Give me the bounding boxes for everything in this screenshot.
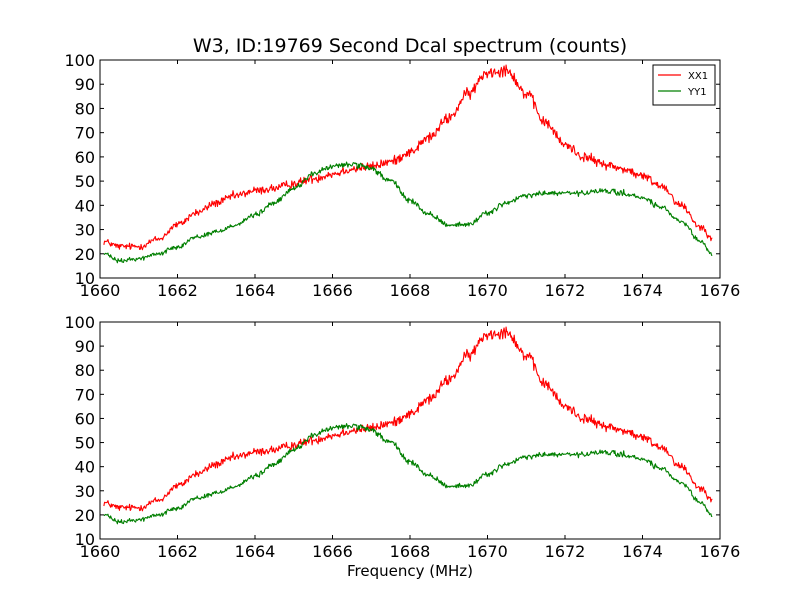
series-line-series-0 [103, 326, 713, 512]
x-tick-label: 1668 [390, 281, 431, 300]
y-tick-label: 60 [75, 148, 95, 167]
y-tick-label: 100 [64, 51, 95, 70]
x-tick-label: 1664 [235, 281, 276, 300]
series-line-yy1 [103, 161, 713, 264]
x-tick-label: 1660 [80, 542, 121, 561]
y-tick-label: 10 [75, 530, 95, 549]
y-tick-label: 50 [75, 434, 95, 453]
y-tick-label: 40 [75, 458, 95, 477]
legend-label-yy1: YY1 [687, 87, 707, 98]
axes-frame [99, 321, 721, 540]
y-tick-label: 100 [64, 313, 95, 332]
y-tick-label: 90 [75, 75, 95, 94]
x-axis-label: Frequency (MHz) [347, 562, 473, 580]
y-tick-label: 10 [75, 269, 95, 288]
x-tick-label: 1662 [157, 542, 198, 561]
x-tick-label: 1674 [622, 542, 663, 561]
y-tick-label: 30 [75, 482, 95, 501]
x-tick-label: 1670 [467, 542, 508, 561]
x-tick-label: 1666 [312, 281, 353, 300]
y-tick-label: 30 [75, 221, 95, 240]
x-tick-label: 1670 [467, 281, 508, 300]
x-tick-label: 1666 [312, 542, 353, 561]
x-tick-label: 1676 [700, 542, 741, 561]
chart-title: W3, ID:19769 Second Dcal spectrum (count… [193, 35, 627, 57]
axes-frame [99, 59, 721, 279]
x-tick-label: 1672 [545, 542, 586, 561]
y-tick-label: 20 [75, 506, 95, 525]
y-tick-label: 60 [75, 409, 95, 428]
y-tick-label: 80 [75, 361, 95, 380]
legend-box [652, 64, 716, 106]
top-spectrum-panel: 1660 1662 1664 1666 1668 1670 1672 1674 1676 10 20… [64, 35, 740, 300]
x-tick-label: 1672 [545, 281, 586, 300]
x-tick-label: 1660 [80, 281, 121, 300]
y-tick-label: 70 [75, 124, 95, 143]
x-tick-label: 1676 [700, 281, 741, 300]
plot-area [103, 326, 713, 525]
series-line-series-1 [103, 423, 713, 525]
x-tick-label: 1662 [157, 281, 198, 300]
y-tick-label: 40 [75, 196, 95, 215]
y-tick-label: 80 [75, 99, 95, 118]
y-tick-label: 20 [75, 245, 95, 264]
plot-area [103, 64, 713, 264]
legend-label-xx1: XX1 [688, 71, 708, 82]
series-line-xx1 [103, 64, 713, 251]
y-tick-label: 90 [75, 337, 95, 356]
x-tick-label: 1664 [235, 542, 276, 561]
y-tick-label: 50 [75, 172, 95, 191]
bottom-spectrum-panel: 1660 1662 1664 1666 1668 1670 1672 1674 1676 10 20… [64, 313, 740, 580]
y-tick-label: 70 [75, 385, 95, 404]
x-tick-label: 1674 [622, 281, 663, 300]
x-tick-label: 1668 [390, 542, 431, 561]
